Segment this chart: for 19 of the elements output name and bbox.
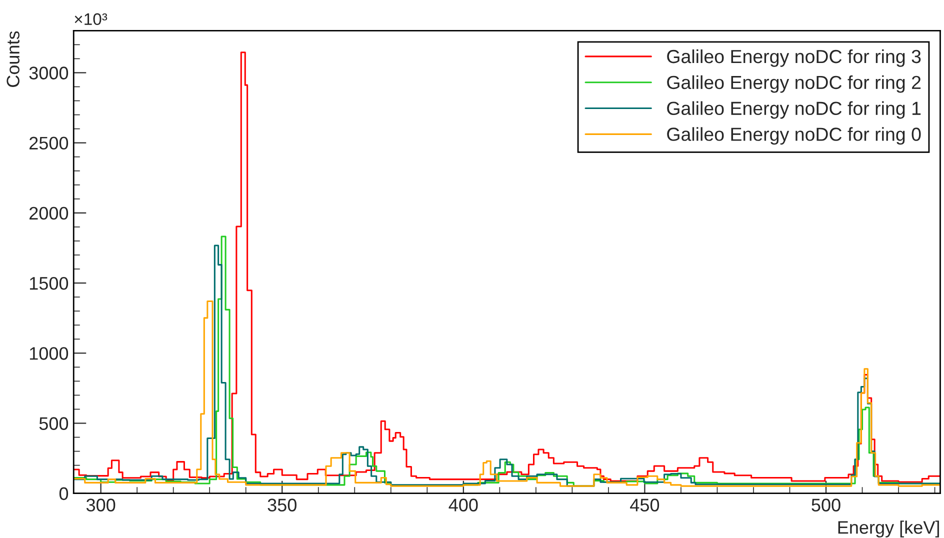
x-tick-label: 450 <box>630 498 660 512</box>
y-tick-label: 2500 <box>30 136 68 150</box>
y-tick-label: 500 <box>39 417 68 430</box>
y-tick-label: 1000 <box>30 347 68 360</box>
legend-label: Galileo Energy noDC for ring 2 <box>667 75 921 93</box>
y-axis-title: Counts <box>6 31 20 87</box>
y-tick-label: 3000 <box>29 66 68 80</box>
text: ×10³ <box>74 13 108 26</box>
legend-label: Galileo Energy noDC for ring 1 <box>667 101 921 119</box>
y-tick-label: 2000 <box>30 206 68 220</box>
x-tick-label: 300 <box>86 498 116 512</box>
legend-label: Galileo Energy noDC for ring 0 <box>667 127 921 145</box>
legend-label: Galileo Energy noDC for ring 3 <box>667 49 921 67</box>
x-tick-label: 500 <box>812 498 840 512</box>
y-tick-label: 0 <box>59 487 68 500</box>
x-tick-label: 350 <box>268 498 296 512</box>
y-tick-label: 1500 <box>30 276 68 290</box>
x-axis-title: Energy [keV] <box>838 520 939 538</box>
x-tick-label: 400 <box>448 498 478 512</box>
